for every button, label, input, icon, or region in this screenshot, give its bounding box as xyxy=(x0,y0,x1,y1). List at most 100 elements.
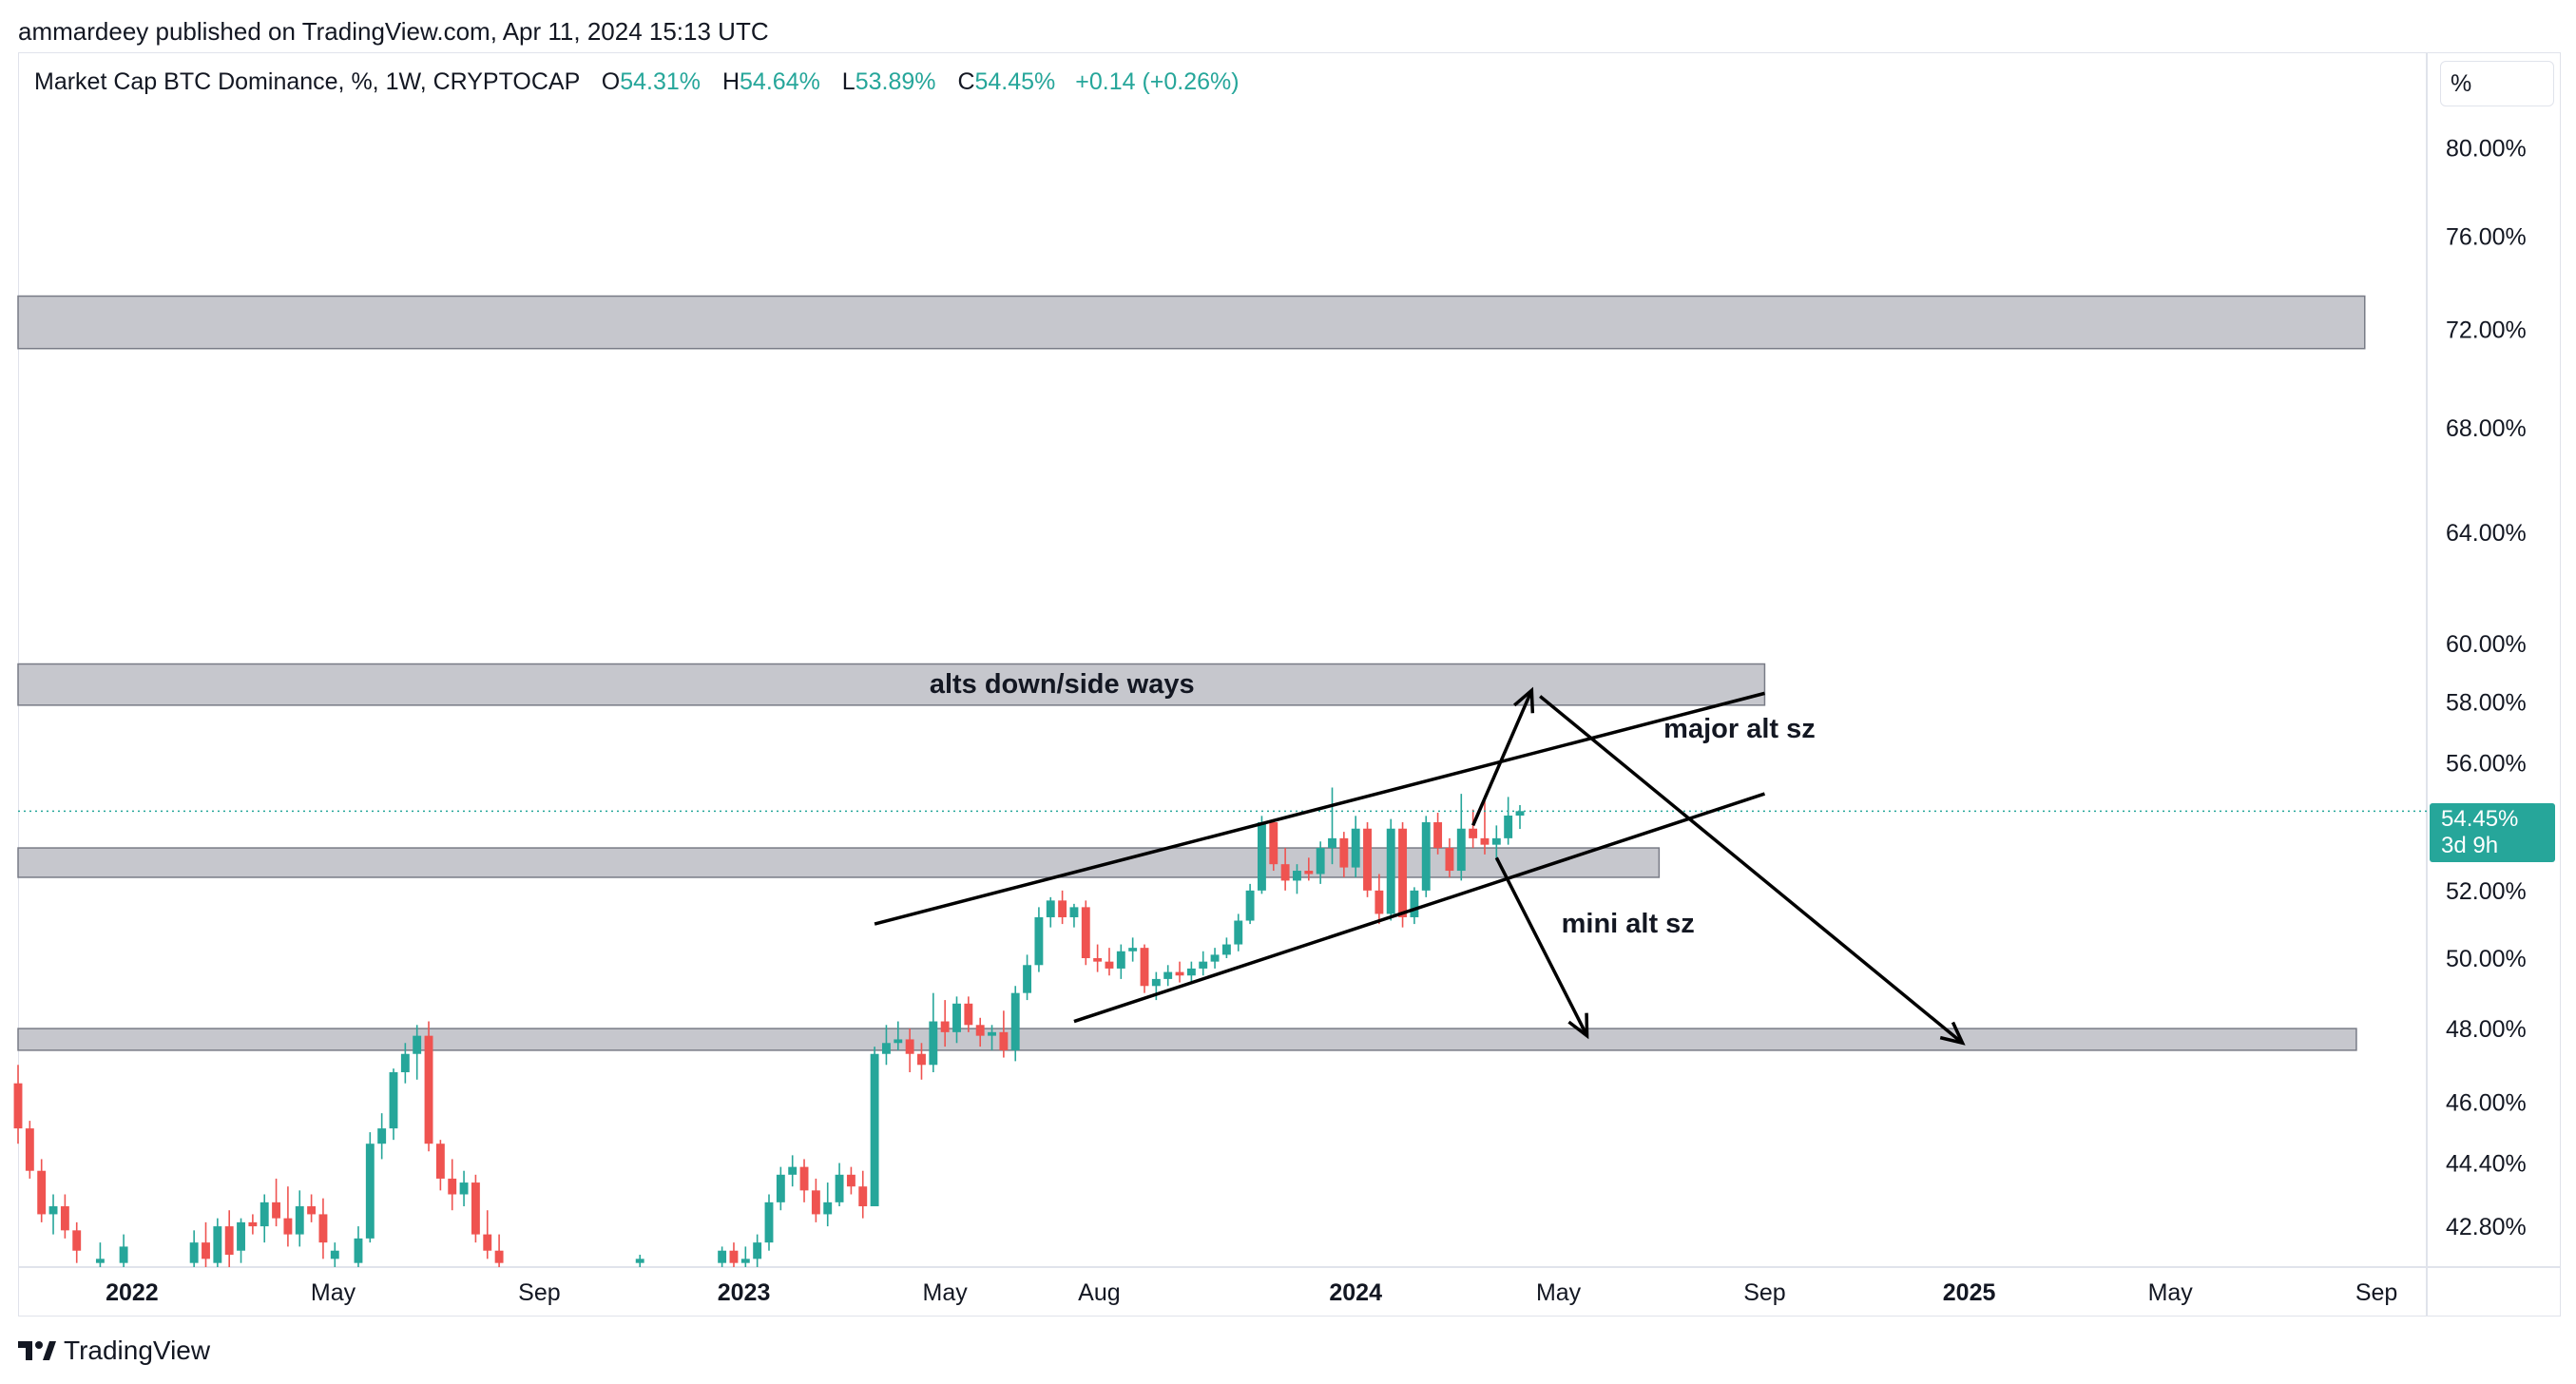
candle xyxy=(1034,907,1044,972)
candle xyxy=(870,1047,879,1207)
candle xyxy=(1221,937,1231,959)
candle xyxy=(929,992,938,1073)
candle xyxy=(1456,794,1466,881)
candle xyxy=(224,1210,234,1267)
candle xyxy=(13,1065,23,1144)
candle xyxy=(905,1028,914,1073)
arrow-head xyxy=(1939,1021,1966,1046)
candle xyxy=(202,1221,210,1267)
candle xyxy=(1058,890,1067,925)
candle xyxy=(248,1214,258,1235)
candle-body xyxy=(1105,961,1114,969)
low-value: 53.89% xyxy=(855,68,936,95)
candle xyxy=(1328,787,1336,865)
bar-countdown: 3d 9h xyxy=(2441,833,2499,858)
publisher-line: ammardeey published on TradingView.com, … xyxy=(18,17,769,46)
candle-body xyxy=(1293,871,1301,881)
x-tick-label: 2022 xyxy=(106,1279,159,1306)
candle-body xyxy=(1328,837,1336,849)
candle-body xyxy=(894,1039,903,1044)
y-tick-label: 44.40% xyxy=(2446,1151,2527,1178)
open-value: 54.31% xyxy=(620,68,702,95)
candle-body xyxy=(1515,811,1525,816)
zone-rect-2 xyxy=(17,847,1661,878)
candle xyxy=(354,1226,363,1267)
candle-body xyxy=(940,1021,950,1032)
candle-body xyxy=(635,1259,644,1263)
candle xyxy=(1010,986,1020,1062)
candle xyxy=(1398,822,1408,928)
y-tick-label: 50.00% xyxy=(2446,946,2527,972)
candle-body xyxy=(483,1234,492,1251)
candle-body xyxy=(1186,968,1196,976)
candle xyxy=(1339,832,1349,877)
candle xyxy=(988,1025,996,1050)
candle xyxy=(72,1221,82,1263)
candle-body xyxy=(1280,864,1290,881)
x-tick-label: Aug xyxy=(1078,1279,1120,1306)
candle xyxy=(1116,944,1125,979)
candle xyxy=(1375,874,1384,925)
candle-body xyxy=(1175,971,1184,976)
y-tick-label: 80.00% xyxy=(2446,135,2527,162)
candle xyxy=(1480,799,1490,855)
candle-body xyxy=(354,1238,363,1263)
candle xyxy=(1245,883,1255,925)
candle xyxy=(213,1218,222,1267)
candle xyxy=(189,1230,199,1267)
x-tick-label: 2023 xyxy=(718,1279,771,1306)
percent-scale-button[interactable]: % xyxy=(2440,61,2554,106)
annotation-alts-down: alts down/side ways xyxy=(929,669,1195,701)
candle xyxy=(1234,913,1243,952)
candle-body xyxy=(1375,890,1384,914)
candle-body xyxy=(413,1035,422,1054)
candle-body xyxy=(1234,920,1243,945)
candle xyxy=(1363,822,1372,897)
candle xyxy=(1293,864,1301,894)
y-axis: 80.00% 76.00% 72.00% 68.00% 64.00% 60.00% 58.0… xyxy=(2446,135,2527,1240)
candle-body xyxy=(1081,907,1090,959)
arrow-shaft xyxy=(1539,695,1964,1045)
candle xyxy=(1023,954,1032,1001)
candle xyxy=(1304,857,1314,881)
high-value: 54.64% xyxy=(740,68,820,95)
candle-body xyxy=(189,1242,199,1263)
low-label: L xyxy=(841,68,855,95)
candle xyxy=(740,1246,750,1267)
candle-body xyxy=(718,1250,727,1263)
tradingview-logo[interactable]: TradingView xyxy=(18,1336,210,1366)
candle-body xyxy=(788,1166,798,1175)
candle-body xyxy=(870,1053,879,1207)
candle xyxy=(448,1159,457,1211)
candle-body xyxy=(307,1206,317,1215)
y-tick-label: 68.00% xyxy=(2446,415,2527,442)
candle-body xyxy=(1140,948,1149,987)
x-tick-label: May xyxy=(2148,1279,2194,1306)
candle xyxy=(1433,812,1443,855)
candle-body xyxy=(1445,848,1454,872)
candle-body xyxy=(1199,961,1208,969)
candle xyxy=(964,996,973,1032)
candle xyxy=(835,1163,844,1207)
y-tick-label: 48.00% xyxy=(2446,1016,2527,1043)
candle xyxy=(1210,948,1220,969)
candle-body xyxy=(25,1128,34,1171)
candle-body xyxy=(237,1221,245,1251)
candle xyxy=(37,1159,47,1222)
candle xyxy=(952,996,961,1044)
candle-body xyxy=(975,1025,985,1036)
candle-body xyxy=(1421,822,1431,891)
candle-body xyxy=(295,1206,304,1235)
candle xyxy=(272,1178,281,1227)
candle xyxy=(389,1068,398,1141)
candle-body xyxy=(1245,890,1255,921)
candle-body xyxy=(881,1043,891,1054)
candle xyxy=(1105,948,1114,976)
x-tick-label: May xyxy=(311,1279,356,1306)
candle-body xyxy=(400,1053,410,1073)
x-tick-label: Sep xyxy=(2355,1279,2397,1306)
candle-body xyxy=(999,1031,1009,1050)
candle-body xyxy=(1269,822,1278,865)
candle-body xyxy=(318,1214,328,1243)
